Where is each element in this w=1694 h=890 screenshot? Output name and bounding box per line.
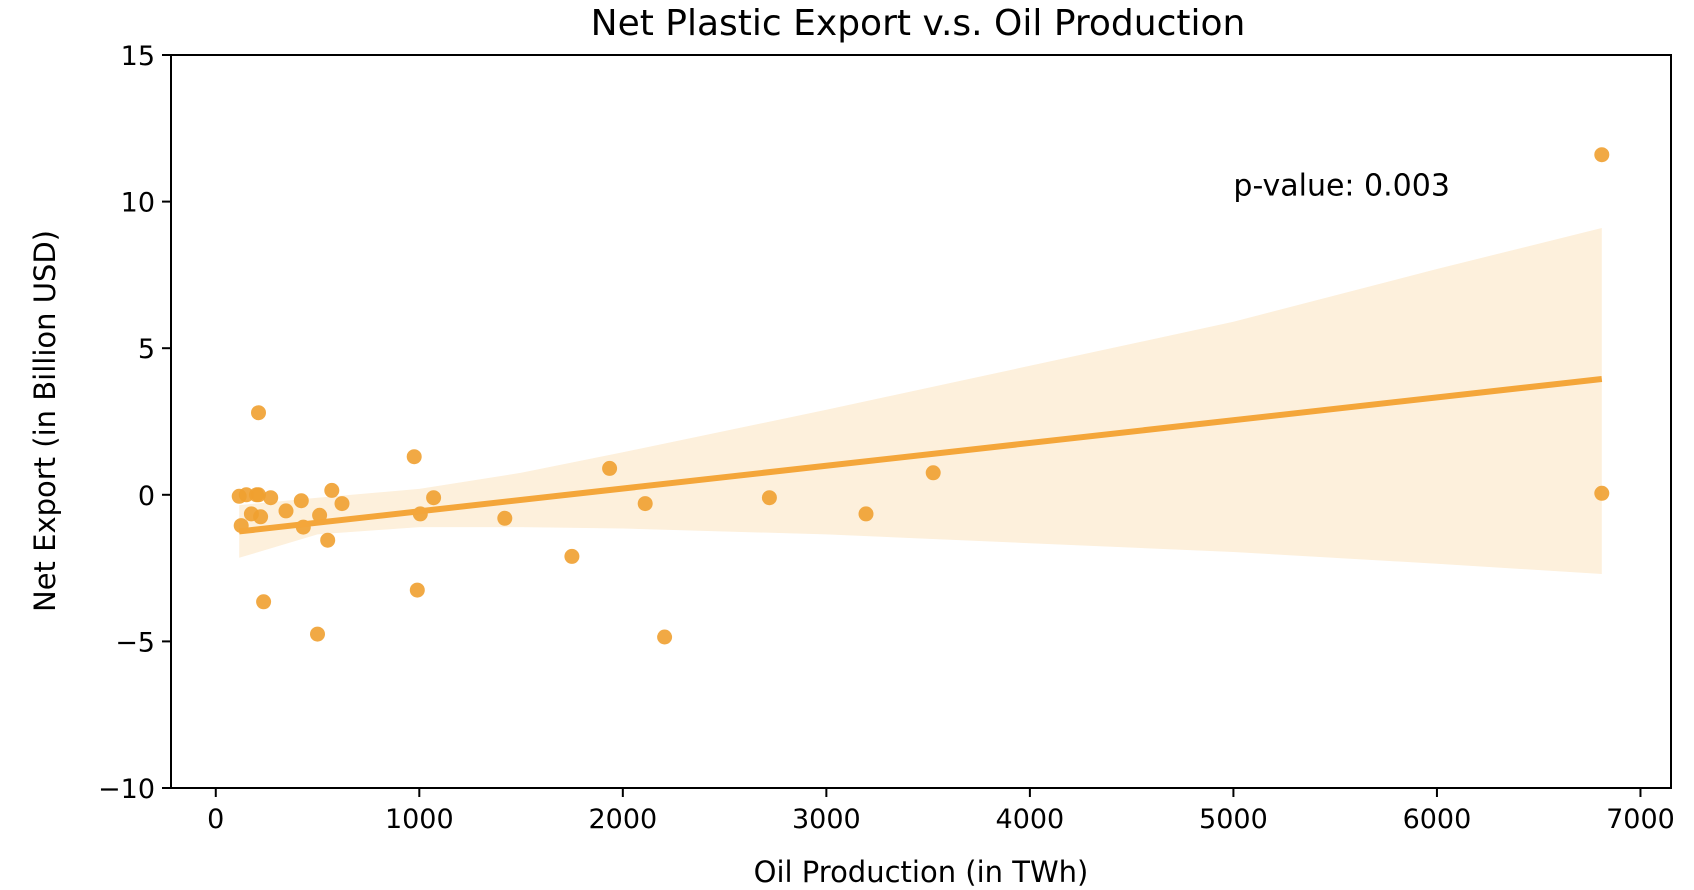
- data-point: [293, 493, 309, 509]
- confidence-band: [239, 228, 1602, 574]
- data-point: [256, 594, 272, 610]
- y-tick-label: 10: [121, 188, 155, 219]
- plot-frame: [170, 54, 1672, 789]
- y-axis: −10 −5 0 5 10 15: [98, 41, 171, 805]
- data-point: [251, 405, 266, 421]
- data-point: [602, 460, 618, 476]
- x-axis-label: Oil Production (in TWh): [754, 855, 1089, 889]
- data-point: [409, 582, 425, 598]
- data-point: [334, 496, 350, 512]
- y-tick-label: 5: [138, 334, 155, 365]
- x-tick-label: 6000: [1403, 804, 1472, 835]
- data-point: [925, 465, 941, 481]
- data-point: [1594, 485, 1610, 501]
- y-tick-label: 0: [138, 481, 155, 512]
- data-point: [278, 503, 294, 519]
- x-tick-label: 4000: [996, 804, 1065, 835]
- data-point: [637, 496, 653, 512]
- data-point: [564, 548, 580, 564]
- data-point: [320, 532, 336, 548]
- data-point: [497, 510, 513, 526]
- y-tick-label: 15: [121, 41, 155, 72]
- y-tick-label: −5: [115, 627, 155, 658]
- x-tick-label: 3000: [792, 804, 861, 835]
- x-tick-label: 1000: [385, 804, 454, 835]
- regression-line: [238, 376, 1603, 535]
- data-point: [310, 626, 325, 642]
- data-point: [324, 482, 340, 498]
- y-axis-label: Net Export (in Billion USD): [28, 230, 62, 612]
- x-tick-label: 5000: [1199, 804, 1268, 835]
- data-point: [426, 490, 442, 506]
- data-point: [253, 509, 269, 525]
- y-tick-label: −10: [98, 774, 155, 805]
- data-point: [657, 629, 673, 645]
- data-point: [251, 487, 266, 503]
- x-tick-label: 2000: [588, 804, 657, 835]
- chart-title: Net Plastic Export v.s. Oil Production: [591, 3, 1246, 44]
- data-point: [263, 490, 279, 506]
- plot-area: p-value: 0.003: [231, 147, 1610, 645]
- data-point: [1594, 147, 1610, 163]
- x-axis: 0 1000 2000 3000 4000 5000 6000 7000: [207, 788, 1675, 835]
- x-tick-label: 7000: [1606, 804, 1675, 835]
- data-point: [858, 506, 874, 522]
- x-tick-label: 0: [207, 804, 224, 835]
- p-value-annotation: p-value: 0.003: [1233, 169, 1450, 204]
- data-point: [406, 449, 422, 465]
- data-point: [761, 490, 777, 506]
